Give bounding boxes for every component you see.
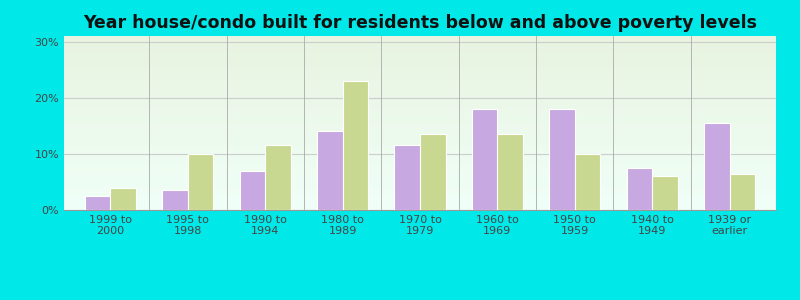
Bar [626,168,652,210]
Bar [574,154,600,210]
Bar [266,146,290,210]
Title: Year house/condo built for residents below and above poverty levels: Year house/condo built for residents bel… [83,14,757,32]
Bar [85,196,110,210]
Bar [317,131,342,210]
Bar [394,146,420,210]
Bar [162,190,188,210]
Bar [550,109,574,210]
Bar [704,123,730,210]
Bar [498,134,523,210]
Bar [342,81,368,210]
Bar [730,173,755,210]
Bar [240,171,266,210]
Bar [188,154,214,210]
Bar [472,109,498,210]
Bar [652,176,678,210]
Bar [110,188,136,210]
Bar [420,134,446,210]
